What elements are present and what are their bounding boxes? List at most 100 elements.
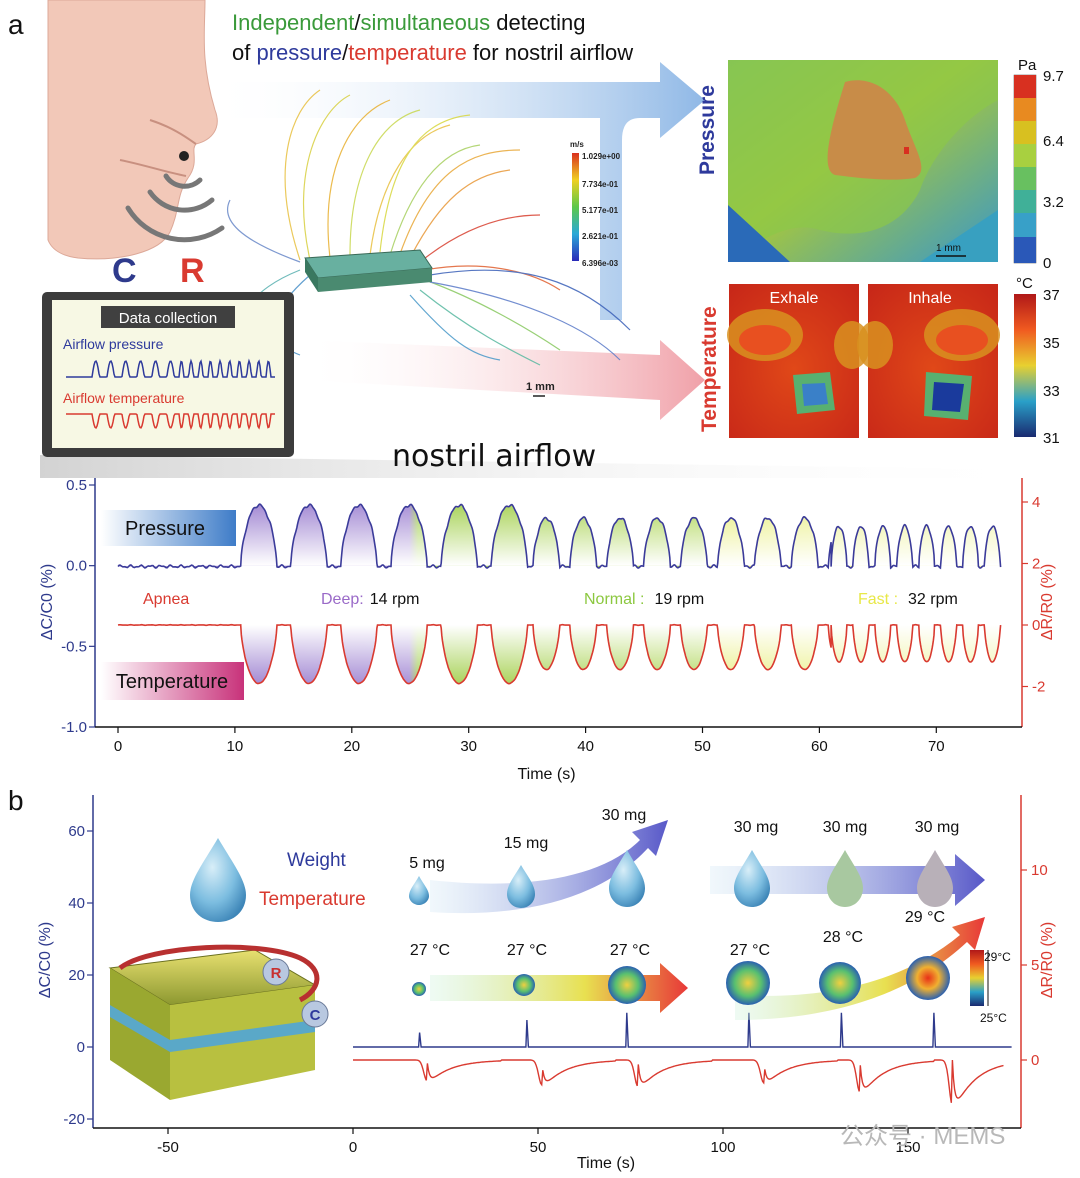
chart-a-x-tick-label: 60 [811,738,828,755]
chart-a-ylabel-left: ΔC/C0 (%) [39,564,56,640]
chart-b-y2-tick-label: 10 [1031,862,1048,879]
temp-label-5: 29 °C [905,909,945,926]
thermal-spot-0 [412,982,426,996]
svg-text:29°C: 29°C [984,950,1011,964]
sensor-stack-illustration: R C [108,944,329,1100]
temperature-tick-2: 33 [1043,383,1060,400]
thermal-spot-4 [819,962,861,1004]
thermal-spot-5 [906,956,950,1000]
chart-a-x-tick-label: 50 [694,738,711,755]
pressure-tick-3: 0 [1043,255,1051,272]
temperature-colorbar [1014,294,1036,437]
flow-tick-1: 7.734e-01 [582,180,619,189]
inhale-label: Inhale [908,290,952,307]
sensor-c-label: C [310,1007,321,1024]
chart-b-x-tick-label: 150 [895,1139,920,1156]
weight-label-1: 15 mg [504,835,548,852]
temp-label-2: 27 °C [610,942,650,959]
chart-a-y2-tick-label: -2 [1032,679,1045,696]
headline-line-2: of pressure/temperature for nostril airf… [232,40,633,65]
pressure-tick-0: 9.7 [1043,68,1064,85]
watermark: 公众号 · MEMS [840,1123,1005,1150]
temp-arrow-rising [735,917,985,1020]
annotation-normal: Normal :19 rpm [584,591,704,608]
sensor-letter-r: R [180,252,205,290]
monitor-temperature-trace [66,413,275,431]
flow-tick-4: 6.396e-03 [582,259,619,268]
droplet-5mg-icon [409,876,429,905]
series-temperature-line-b [353,1059,1004,1103]
temp-label-0: 27 °C [410,942,450,959]
svg-text:m/s: m/s [570,140,584,149]
chart-a-y-tick-label: -1.0 [61,719,87,736]
chart-a-x-tick-label: 10 [227,738,244,755]
series-weight-line [353,1012,1012,1048]
weight-label-2: 30 mg [602,807,646,824]
chart-a-y-tick-label: -0.5 [61,638,87,655]
svg-text:Pressure: Pressure [125,518,205,540]
chart-b-x-tick-label: 0 [349,1139,357,1156]
series-temperature-line [117,623,1002,685]
pressure-unit: Pa [1018,57,1037,74]
temp-label-3: 27 °C [730,942,770,959]
chart-b-y-tick-label: -20 [63,1111,85,1128]
chart-b-ylabel-right: ΔR/R0 (%) [1039,922,1056,998]
chart-b-y2-tick-label: 0 [1031,1052,1039,1069]
legend-temperature: Temperature [259,889,366,910]
temperature-side-label: Temperature [698,306,721,432]
pressure-tag: Pressure [101,510,236,546]
chart-b-x-tick-label: -50 [157,1139,179,1156]
weight-label-0: 5 mg [409,855,445,872]
svg-text:1 mm: 1 mm [526,381,555,393]
chart-a-ylabel-right: ΔR/R0 (%) [1039,564,1056,640]
chart-a-y2-tick-label: 0 [1032,617,1040,634]
temperature-unit: °C [1016,275,1033,292]
svg-text:Temperature: Temperature [116,671,228,693]
chart-b-y-tick-label: 40 [68,895,85,912]
flow-tick-2: 5.177e-01 [582,206,619,215]
temp-label-1: 27 °C [507,942,547,959]
chart-a-x-tick-label: 20 [343,738,360,755]
pressure-fill-fade [240,501,1001,566]
chart-b-ylabel-left: ΔC/C0 (%) [37,922,54,998]
annotation-deep: Deep: 14 rpm [321,591,420,608]
data-collection-monitor: Data collection Airflow pressure Airflow… [42,292,294,457]
flow-tick-0: 1.029e+00 [582,152,621,161]
airflow-pressure-label: Airflow pressure [63,336,164,352]
exhale-label: Exhale [770,290,819,307]
flow-scale-bar: 1 mm [526,381,555,397]
arrow-to-temperature [300,340,705,420]
temperature-tag: Temperature [101,662,244,700]
sensor-r-label: R [271,965,282,982]
chart-a-x-tick-label: 70 [928,738,945,755]
monitor-shadow [40,455,1060,478]
droplet-30mg-warm-icon [827,850,863,907]
pressure-tick-1: 6.4 [1043,133,1064,150]
chart-a-y-tick-label: 0.0 [66,558,87,575]
panel-a-label: a [8,9,24,40]
chart-a-x-tick-label: 0 [114,738,122,755]
chart-b-y-tick-label: 0 [77,1039,85,1056]
temperature-tick-1: 35 [1043,335,1060,352]
svg-text:25°C: 25°C [980,1011,1007,1025]
chart-a-y2-tick-label: 2 [1032,556,1040,573]
annotation-apnea: Apnea [143,591,189,608]
panel-b-label: b [8,785,24,816]
chart-a-y2-tick-label: 4 [1032,494,1040,511]
temp-label-4: 28 °C [823,929,863,946]
exhale-image [729,284,859,438]
arrow-to-pressure [205,62,705,320]
weight-label-4: 30 mg [823,819,867,836]
pressure-tick-2: 3.2 [1043,194,1064,211]
temperature-map: Temperature Exhale Inhale °C 37 35 33 31 [698,275,1060,447]
droplet-30mg-hot-icon [917,850,953,907]
weight-label-3: 30 mg [734,819,778,836]
chart-b-x-tick-label: 50 [530,1139,547,1156]
sensor-device-3d [304,249,433,292]
flow-colorbar: m/s 1.029e+00 7.734e-01 5.177e-01 2.621e… [570,140,621,268]
face-illustration [47,0,218,260]
headline-line-1: Independent/simultaneous detecting [232,10,586,35]
chart-a-xlabel: Time (s) [517,766,575,783]
chart-a-x-tick-label: 40 [577,738,594,755]
